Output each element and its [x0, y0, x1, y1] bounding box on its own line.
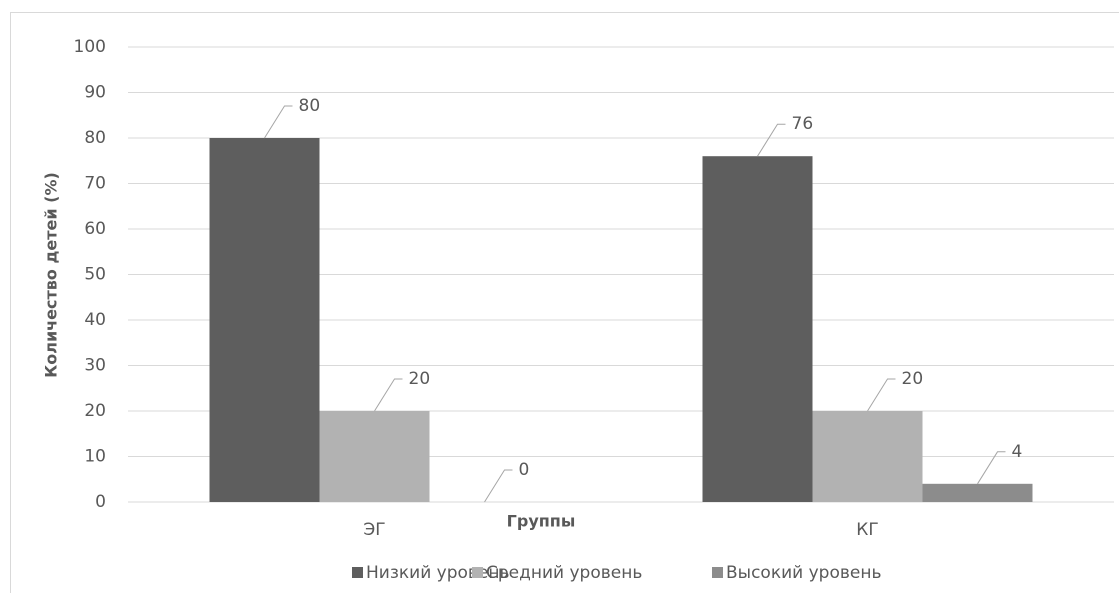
y-tick-label: 100: [74, 37, 106, 57]
x-tick-label: ЭГ: [363, 520, 385, 540]
y-axis-title: Количество детей (%): [42, 172, 61, 378]
legend-swatch: [472, 567, 483, 578]
y-tick-label: 80: [84, 128, 106, 148]
data-label: 20: [902, 369, 924, 389]
x-axis-title: Группы: [507, 512, 576, 531]
leader-line: [868, 379, 896, 411]
legend-label: Средний уровень: [486, 563, 642, 583]
y-tick-label: 70: [84, 174, 106, 194]
legend-label: Высокий уровень: [726, 563, 881, 583]
y-tick-label: 60: [84, 219, 106, 239]
y-tick-label: 0: [95, 492, 106, 512]
data-label: 0: [519, 460, 530, 480]
data-label: 20: [409, 369, 431, 389]
y-tick-label: 10: [84, 447, 106, 467]
bar: [320, 411, 430, 502]
y-tick-label: 30: [84, 356, 106, 376]
y-tick-label: 50: [84, 265, 106, 285]
x-tick-label: КГ: [856, 520, 878, 540]
bar: [923, 484, 1033, 502]
data-label: 76: [792, 114, 814, 134]
data-label: 80: [299, 96, 321, 116]
bar: [813, 411, 923, 502]
legend-swatch: [352, 567, 363, 578]
leader-line: [758, 124, 786, 156]
leader-line: [265, 106, 293, 138]
bar: [703, 156, 813, 502]
leader-line: [375, 379, 403, 411]
leader-line: [485, 470, 513, 502]
chart-border: [11, 13, 1119, 594]
y-tick-label: 40: [84, 310, 106, 330]
y-tick-label: 90: [84, 83, 106, 103]
legend-swatch: [712, 567, 723, 578]
data-label: 4: [1012, 442, 1023, 462]
y-tick-label: 20: [84, 401, 106, 421]
bar: [210, 138, 320, 502]
